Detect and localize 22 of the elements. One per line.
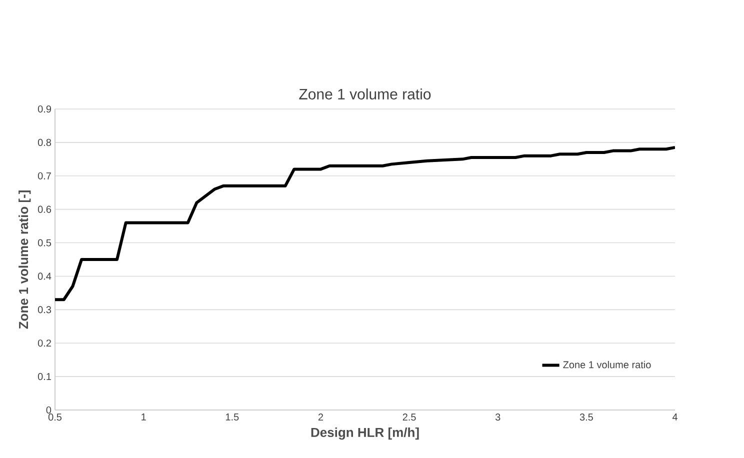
y-tick-label: 0.1 <box>38 373 51 380</box>
y-tick-label: 0.6 <box>38 206 52 213</box>
x-tick-label: 4 <box>672 414 678 420</box>
y-tick-label: 0.3 <box>38 306 52 314</box>
y-tick-label: 0.7 <box>38 172 51 180</box>
chart-title: Zone 1 volume ratio <box>299 88 431 100</box>
x-tick-label: 1.5 <box>226 414 239 421</box>
y-tick-label: 0.5 <box>38 239 52 246</box>
y-tick-label: 0.8 <box>38 138 52 146</box>
x-tick-label: 2.5 <box>402 414 416 421</box>
x-tick-label: 3 <box>495 414 500 421</box>
y-tick-label: 0 <box>46 406 52 414</box>
legend-label: Zone 1 volume ratio <box>563 360 651 368</box>
y-axis-title: Zone 1 volume ratio [-] <box>18 190 31 329</box>
x-tick-label: 3.5 <box>580 414 593 421</box>
y-tick-label: 0.4 <box>38 272 52 280</box>
x-tick-label: 1 <box>142 414 146 420</box>
y-tick-label: 0.9 <box>38 105 52 113</box>
y-tick-label: 0.2 <box>38 340 51 347</box>
x-tick-label: 2 <box>318 414 323 421</box>
x-tick-label: 0.5 <box>48 414 62 421</box>
x-axis-title: Design HLR [m/h] <box>311 427 419 440</box>
